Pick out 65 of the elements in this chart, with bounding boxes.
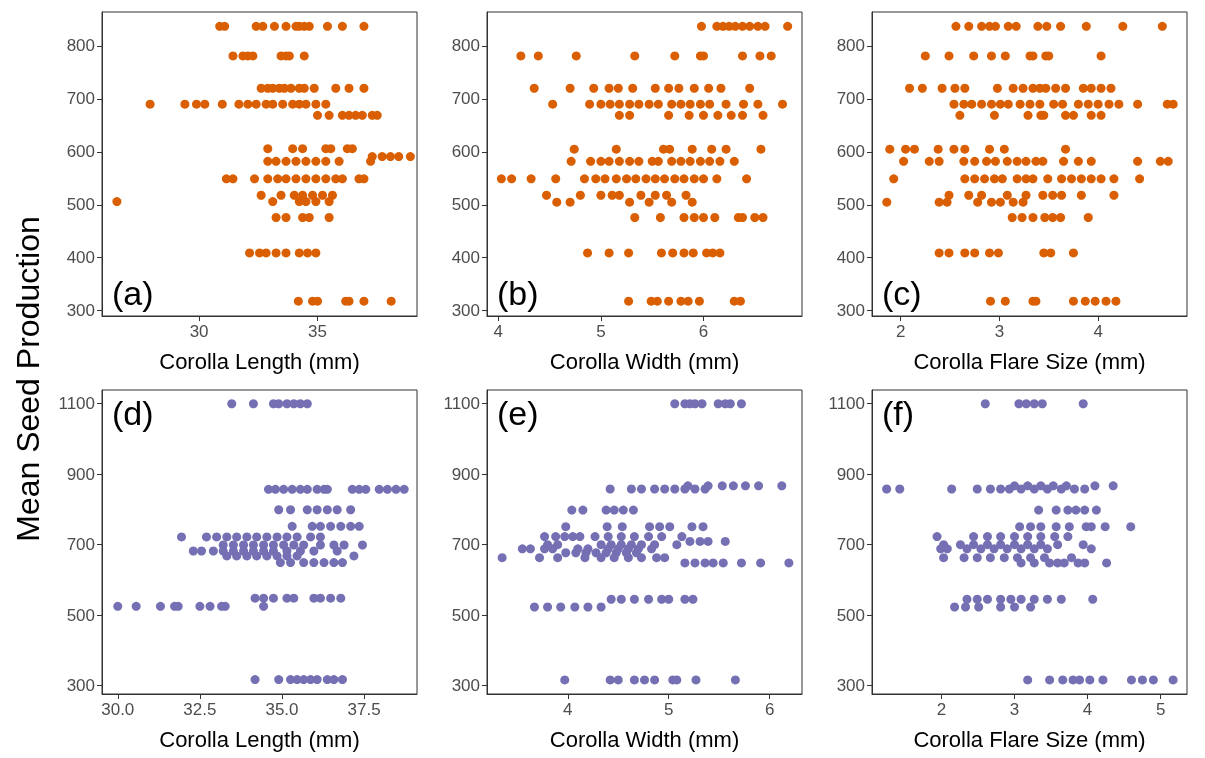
y-tick-label: 900 bbox=[836, 464, 865, 484]
annotation: (b) bbox=[497, 274, 539, 312]
x-tick-label: 2 bbox=[936, 700, 947, 719]
y-tick-label: 700 bbox=[836, 535, 865, 555]
x-tick-label: 35 bbox=[308, 322, 327, 341]
annotation: (e) bbox=[497, 394, 539, 432]
x-tick-label: 6 bbox=[698, 322, 709, 341]
y-tick-label: 500 bbox=[836, 605, 865, 625]
y-tick-label: 900 bbox=[66, 464, 95, 484]
y-tick-label: 900 bbox=[451, 464, 480, 484]
y-axis-title: Mean Seed Production bbox=[9, 216, 47, 542]
x-tick-label: 35.0 bbox=[265, 700, 299, 719]
annotation: (f) bbox=[882, 394, 915, 432]
x-tick-label: 30 bbox=[189, 322, 209, 341]
y-tick-label: 300 bbox=[451, 676, 480, 696]
y-tick-label: 600 bbox=[836, 142, 865, 162]
x-tick-label: 5 bbox=[664, 700, 674, 719]
x-tick-label: 5 bbox=[1155, 700, 1166, 719]
x-axis-title: Corolla Width (mm) bbox=[549, 726, 740, 752]
y-tick-label: 500 bbox=[451, 195, 480, 215]
y-tick-label: 800 bbox=[836, 36, 865, 56]
y-tick-label: 400 bbox=[836, 248, 865, 268]
x-tick-label: 4 bbox=[493, 322, 504, 341]
y-tick-label: 300 bbox=[66, 301, 95, 321]
x-tick-label: 3 bbox=[1009, 700, 1020, 719]
x-tick-label: 2 bbox=[895, 322, 906, 341]
y-tick-label: 400 bbox=[66, 248, 95, 268]
x-tick-label: 3 bbox=[994, 322, 1005, 341]
x-axis-title: Corolla Length (mm) bbox=[159, 348, 360, 374]
y-tick-label: 700 bbox=[66, 535, 95, 555]
x-tick-label: 4 bbox=[1093, 322, 1103, 341]
x-tick-label: 30.0 bbox=[101, 700, 135, 719]
y-tick-label: 300 bbox=[836, 301, 865, 321]
y-tick-label: 600 bbox=[451, 142, 480, 162]
y-tick-label: 300 bbox=[451, 301, 480, 321]
annotation: (c) bbox=[882, 274, 922, 312]
x-axis-title: Corolla Flare Size (mm) bbox=[913, 348, 1146, 374]
y-tick-label: 400 bbox=[451, 248, 480, 268]
y-tick-label: 800 bbox=[66, 36, 95, 56]
y-tick-label: 1100 bbox=[828, 394, 865, 414]
x-tick-label: 4 bbox=[1082, 700, 1093, 719]
y-tick-label: 500 bbox=[66, 605, 95, 625]
y-tick-label: 700 bbox=[66, 89, 95, 109]
x-tick-label: 6 bbox=[764, 700, 775, 719]
x-axis-title: Corolla Length (mm) bbox=[159, 726, 360, 752]
y-tick-label: 1100 bbox=[443, 394, 480, 414]
x-axis-title: Corolla Flare Size (mm) bbox=[913, 726, 1146, 752]
y-tick-label: 300 bbox=[66, 676, 95, 696]
y-tick-label: 700 bbox=[836, 89, 865, 109]
y-tick-label: 300 bbox=[836, 676, 865, 696]
x-tick-label: 4 bbox=[563, 700, 573, 719]
y-tick-label: 600 bbox=[66, 142, 95, 162]
y-tick-label: 500 bbox=[836, 195, 865, 215]
x-axis-title: Corolla Width (mm) bbox=[549, 348, 740, 374]
x-tick-label: 37.5 bbox=[347, 700, 381, 719]
y-tick-label: 700 bbox=[451, 89, 480, 109]
annotation: (d) bbox=[112, 394, 154, 432]
y-tick-label: 1100 bbox=[58, 394, 95, 414]
y-tick-label: 700 bbox=[451, 535, 480, 555]
y-tick-label: 500 bbox=[451, 605, 480, 625]
y-tick-label: 800 bbox=[451, 36, 480, 56]
x-tick-label: 32.5 bbox=[183, 700, 217, 719]
annotation: (a) bbox=[112, 274, 154, 312]
x-tick-label: 5 bbox=[596, 322, 606, 341]
y-tick-label: 500 bbox=[66, 195, 95, 215]
